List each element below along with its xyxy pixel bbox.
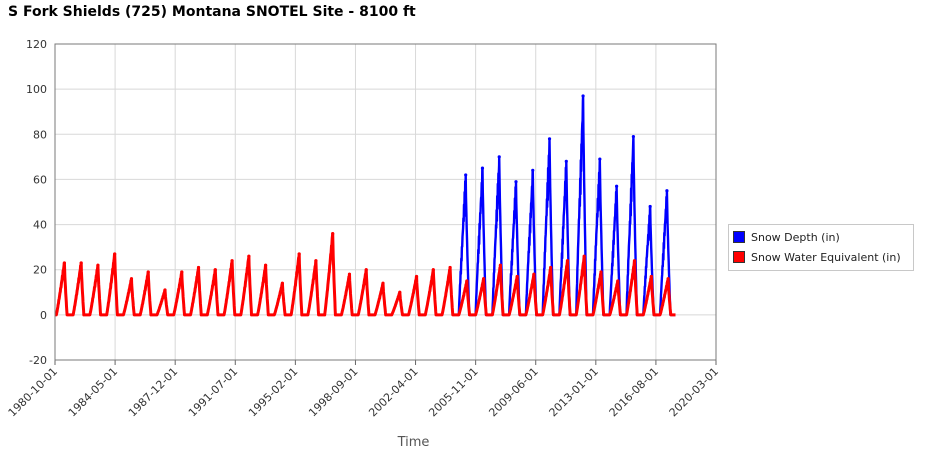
series-point-1	[347, 272, 352, 276]
legend-label-swe: Snow Water Equivalent (in)	[751, 250, 901, 264]
legend-label-snow-depth: Snow Depth (in)	[751, 230, 840, 244]
series-point-0	[547, 137, 552, 141]
x-tick-label: 2005-11-01	[426, 365, 480, 419]
series-point-1	[79, 261, 83, 265]
series-point-0	[581, 94, 585, 98]
x-tick-label: 1991-07-01	[186, 365, 240, 419]
series-point-0	[514, 180, 518, 184]
series-point-1	[616, 279, 620, 283]
y-tick-label: 100	[26, 83, 47, 96]
legend-swatch-snow-depth	[733, 231, 745, 243]
series-point-0	[615, 184, 619, 188]
y-tick-label: 120	[26, 38, 47, 51]
series-point-1	[163, 288, 167, 292]
series-point-0	[497, 155, 501, 159]
series-point-0	[564, 159, 568, 163]
series-point-1	[431, 268, 435, 272]
x-tick-label: 1984-05-01	[66, 365, 120, 419]
series-point-0	[480, 166, 485, 170]
legend-item-snow-depth[interactable]: Snow Depth (in)	[733, 227, 909, 247]
chart-legend: Snow Depth (in) Snow Water Equivalent (i…	[728, 224, 914, 271]
series-point-1	[196, 265, 201, 270]
x-tick-label: 1980-10-01	[6, 365, 60, 419]
series-point-1	[129, 277, 134, 281]
series-point-1	[96, 263, 100, 267]
series-point-1	[264, 263, 268, 267]
series-point-1	[180, 270, 184, 274]
series-point-1	[314, 259, 318, 263]
series-point-1	[247, 254, 251, 258]
series-point-1	[364, 268, 368, 272]
y-tick-label: 20	[33, 264, 47, 277]
x-tick-label: 1987-12-01	[126, 365, 180, 419]
series-point-1	[146, 270, 150, 274]
y-tick-label: 80	[33, 128, 47, 141]
series-point-1	[448, 265, 452, 270]
series-point-1	[532, 272, 536, 276]
x-tick-label: 1995-02-01	[246, 365, 300, 419]
x-axis-title: Time	[397, 435, 430, 450]
series-point-0	[631, 134, 635, 139]
series-point-1	[582, 254, 586, 258]
x-tick-label: 2016-08-01	[607, 365, 661, 419]
series-point-0	[531, 168, 535, 172]
x-tick-label: 2009-06-01	[486, 365, 540, 419]
series-point-1	[398, 290, 402, 294]
series-point-1	[62, 261, 66, 265]
plot-border	[54, 43, 717, 361]
series-point-0	[665, 189, 669, 193]
y-tick-label: -20	[29, 354, 47, 367]
series-point-1	[331, 232, 335, 236]
series-point-1	[230, 259, 234, 263]
chart-title: S Fork Shields (725) Montana SNOTEL Site…	[8, 4, 416, 20]
series-point-1	[465, 279, 469, 283]
series-point-1	[666, 277, 670, 281]
y-tick-label: 0	[40, 309, 47, 322]
series-point-1	[280, 281, 284, 285]
x-tick-label: 2013-01-01	[547, 365, 601, 419]
y-tick-label: 40	[33, 219, 47, 232]
series-group-1	[55, 232, 676, 317]
x-tick-label: 2020-03-01	[667, 365, 721, 419]
series-point-1	[381, 281, 385, 285]
series-group-0	[457, 94, 676, 317]
series-line-0	[457, 94, 676, 317]
series-point-1	[599, 270, 603, 274]
series-point-0	[598, 157, 602, 161]
series-point-1	[113, 252, 117, 256]
series-point-0	[648, 204, 652, 209]
series-point-1	[213, 268, 217, 272]
series-point-1	[549, 265, 553, 270]
series-point-1	[649, 274, 653, 279]
legend-swatch-swe	[733, 251, 745, 263]
x-tick-label: 2002-04-01	[366, 365, 420, 419]
legend-item-swe[interactable]: Snow Water Equivalent (in)	[733, 247, 909, 267]
series-point-1	[498, 263, 502, 267]
series-point-1	[297, 252, 301, 256]
series-point-1	[414, 274, 419, 279]
series-point-1	[632, 259, 637, 263]
series-line-1	[55, 232, 676, 317]
series-point-1	[482, 277, 486, 281]
series-point-0	[464, 173, 468, 177]
x-tick-label: 1998-09-01	[306, 365, 360, 419]
series-point-1	[515, 274, 519, 279]
series-point-1	[565, 259, 570, 263]
y-tick-label: 60	[33, 173, 47, 186]
